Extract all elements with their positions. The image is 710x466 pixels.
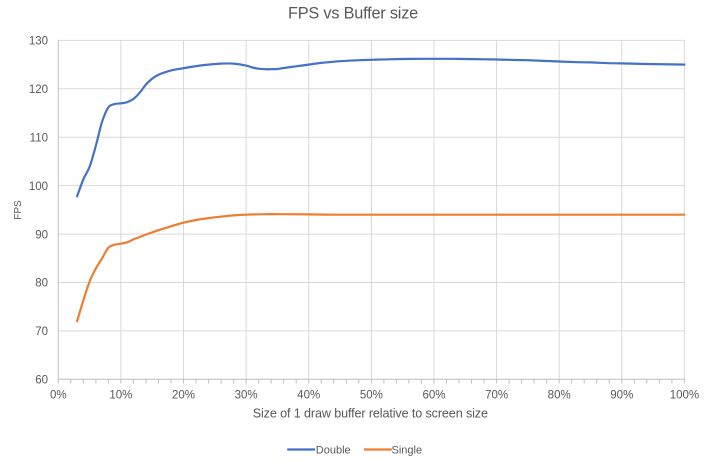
svg-text:50%: 50%	[360, 389, 383, 401]
svg-text:100: 100	[29, 181, 48, 193]
svg-text:60: 60	[35, 375, 48, 387]
svg-text:110: 110	[30, 132, 48, 144]
svg-text:70%: 70%	[485, 389, 508, 401]
svg-text:Double: Double	[316, 444, 351, 456]
svg-text:100%: 100%	[670, 389, 699, 401]
svg-text:10%: 10%	[109, 389, 132, 401]
svg-text:FPS vs Buffer size: FPS vs Buffer size	[288, 5, 418, 23]
svg-text:Single: Single	[392, 444, 423, 456]
svg-text:FPS: FPS	[13, 200, 24, 220]
svg-text:90%: 90%	[610, 389, 633, 401]
svg-text:60%: 60%	[422, 389, 445, 401]
svg-text:Size of 1 draw buffer relative: Size of 1 draw buffer relative to screen…	[253, 407, 488, 421]
svg-text:80: 80	[35, 278, 48, 290]
svg-text:30%: 30%	[235, 389, 258, 401]
svg-text:120: 120	[29, 84, 48, 96]
svg-text:20%: 20%	[172, 389, 195, 401]
svg-text:90: 90	[35, 229, 48, 241]
svg-text:70: 70	[35, 326, 48, 338]
svg-text:80%: 80%	[548, 389, 571, 401]
svg-text:0%: 0%	[50, 389, 67, 401]
svg-text:40%: 40%	[297, 389, 320, 401]
svg-text:130: 130	[29, 36, 48, 48]
